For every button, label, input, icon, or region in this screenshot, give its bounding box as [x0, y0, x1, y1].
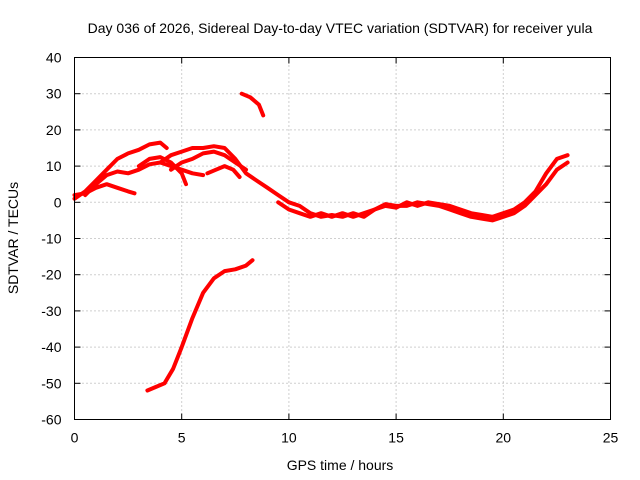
- series-arc-10: [276, 160, 570, 223]
- series-arc-6: [169, 149, 248, 172]
- y-tick-label: 40: [46, 50, 62, 66]
- y-tick-label: 10: [46, 158, 62, 174]
- x-axis-title: GPS time / hours: [287, 457, 394, 473]
- y-tick-label: -50: [41, 375, 61, 391]
- y-tick-label: 0: [54, 194, 62, 210]
- y-tick-label: -60: [41, 412, 61, 428]
- x-tick-labels: 0 5 10 15 20 25: [71, 430, 619, 446]
- y-tick-label: 20: [46, 122, 62, 138]
- grid-lines: [74, 57, 611, 420]
- y-tick-label: -30: [41, 303, 61, 319]
- y-tick-label: -40: [41, 339, 61, 355]
- x-tick-label: 15: [388, 430, 404, 446]
- y-tick-label: 30: [46, 86, 62, 102]
- chart-title: Day 036 of 2026, Sidereal Day-to-day VTE…: [88, 20, 593, 36]
- series-arc-2: [72, 182, 137, 198]
- data-series: [72, 91, 570, 393]
- x-tick-label: 10: [281, 430, 297, 446]
- series-arc-7: [239, 91, 266, 118]
- x-tick-label: 0: [71, 430, 79, 446]
- axis-ticks: [74, 57, 611, 420]
- x-tick-label: 20: [496, 430, 512, 446]
- series-arc-8: [145, 258, 255, 393]
- y-tick-labels: -60 -50 -40 -30 -20 -10 0 10 20 30 40: [41, 50, 61, 428]
- x-tick-label: 5: [178, 430, 186, 446]
- y-axis-title: SDTVAR / TECUs: [5, 182, 21, 294]
- series-arc-9: [205, 164, 242, 179]
- series-arc-1: [72, 140, 169, 201]
- y-tick-label: -10: [41, 231, 61, 247]
- series-arc-5: [158, 144, 570, 219]
- series-arc-3: [83, 160, 206, 198]
- y-tick-label: -20: [41, 267, 61, 283]
- x-tick-label: 25: [603, 430, 619, 446]
